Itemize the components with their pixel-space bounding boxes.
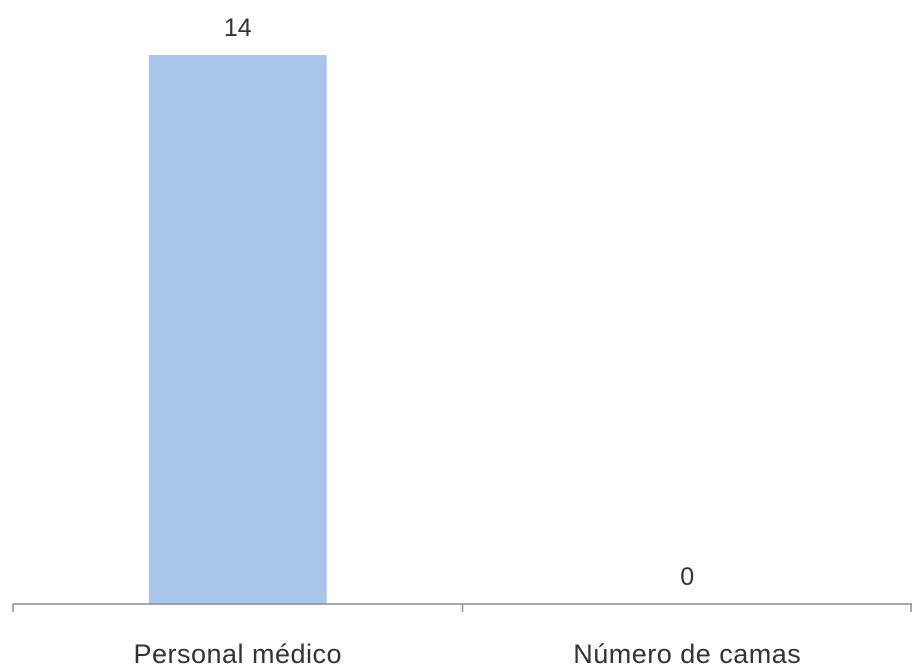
bar-0	[148, 55, 327, 604]
x-axis	[12, 603, 912, 612]
x-tick-label-0: Personal médico	[133, 639, 342, 669]
bars-layer	[148, 55, 327, 604]
x-tick-label-1: Número de camas	[573, 639, 801, 669]
data-label-0: 14	[224, 14, 252, 42]
data-label-1: 0	[680, 563, 694, 591]
labels-layer: 14 Personal médico 0 Número de camas	[133, 14, 801, 669]
